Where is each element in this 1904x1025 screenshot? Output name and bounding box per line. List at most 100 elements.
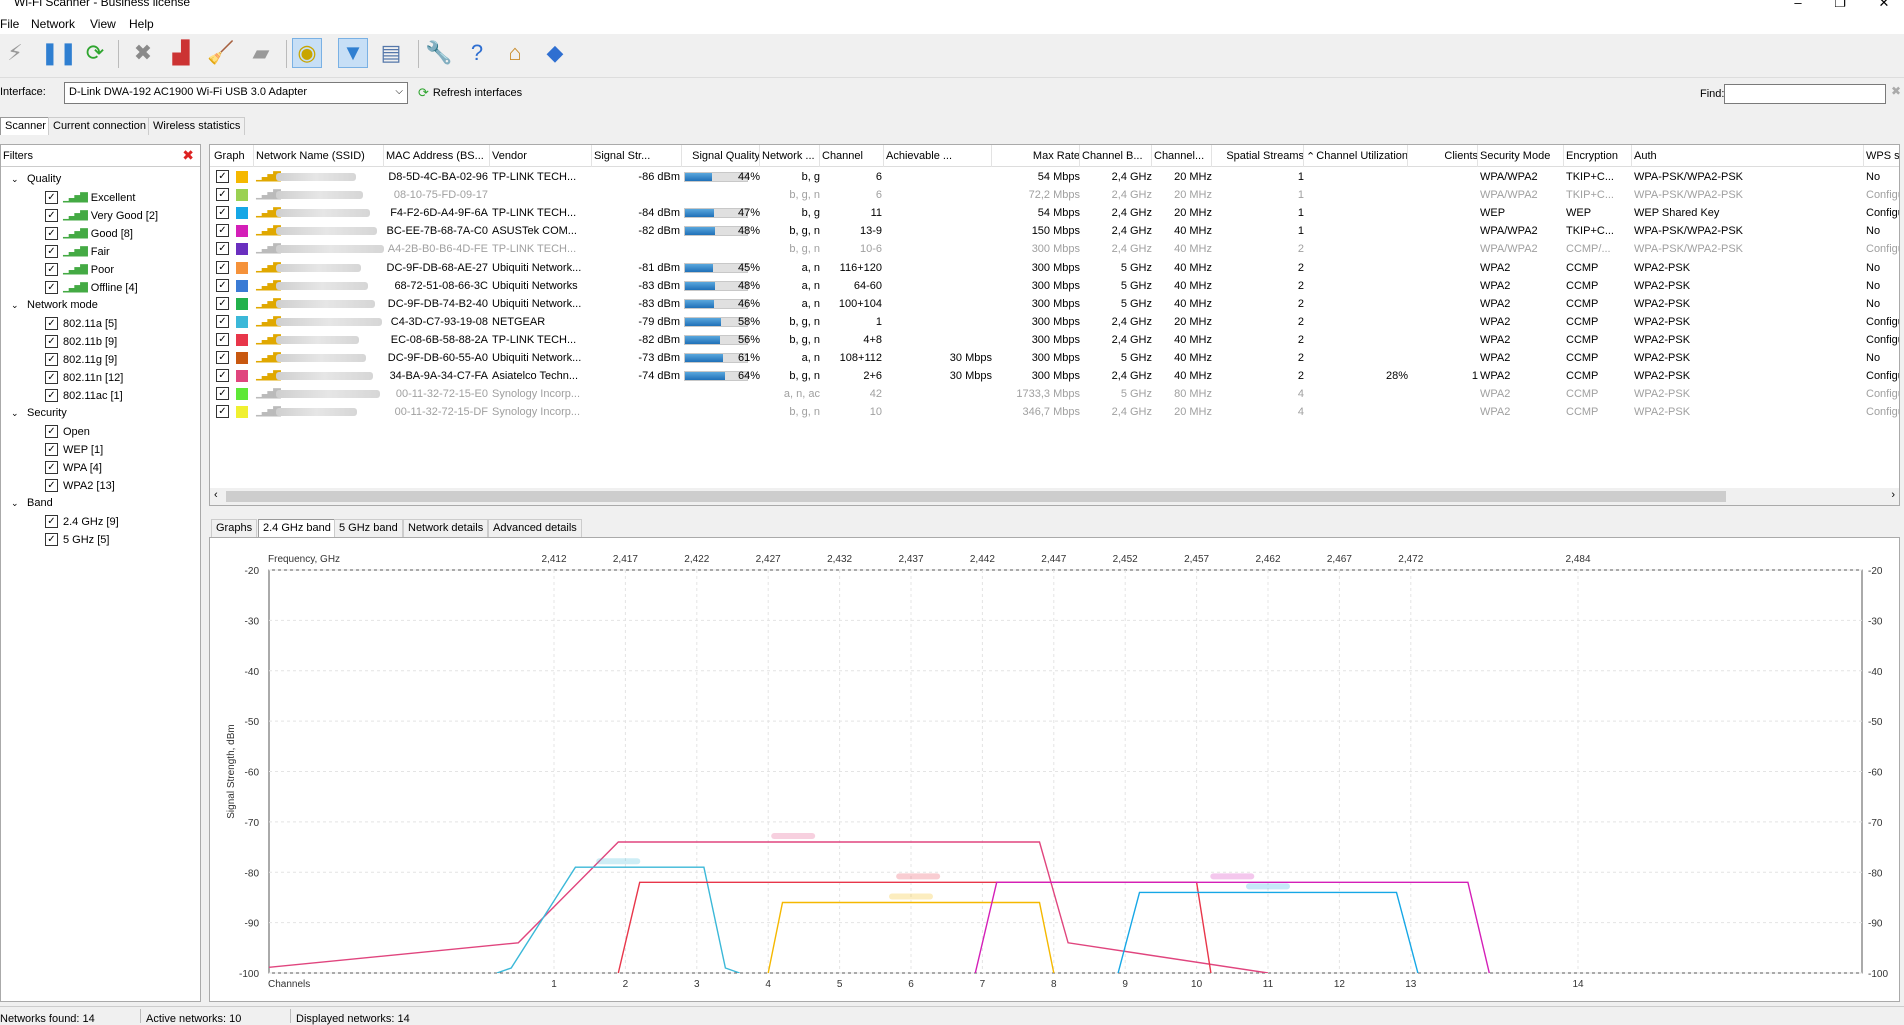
column-header[interactable]: Spatial Streams xyxy=(1226,150,1304,162)
remove-offline-button[interactable]: ▟ xyxy=(166,38,196,68)
column-header[interactable]: WPS s xyxy=(1866,150,1900,162)
maximize-button[interactable]: ❐ xyxy=(1834,0,1846,10)
checkbox-checked-icon[interactable]: ✓ xyxy=(45,389,58,402)
home-button[interactable]: ⌂ xyxy=(500,38,530,68)
table-row[interactable]: ✓ ▁▃▅▇ D8-5D-4C-BA-02-96 TP-LINK TECH... -86… xyxy=(210,168,1899,186)
collapse-icon[interactable]: ⌄ xyxy=(11,497,19,508)
column-header[interactable]: Network Name (SSID) xyxy=(256,150,365,162)
collapse-icon[interactable]: ⌄ xyxy=(11,299,19,310)
column-header[interactable]: Signal Str... xyxy=(594,150,651,162)
filter-group[interactable]: ⌄ Network mode xyxy=(11,299,98,311)
tab-network-details[interactable]: Network details xyxy=(403,519,489,537)
filter-item[interactable]: ✓ WPA [4] xyxy=(45,461,102,474)
column-header[interactable]: Signal Quality xyxy=(692,150,760,162)
checkbox-checked-icon[interactable]: ✓ xyxy=(45,281,58,294)
row-checkbox[interactable]: ✓ xyxy=(216,224,229,238)
checkbox-checked-icon[interactable]: ✓ xyxy=(45,425,58,438)
table-row[interactable]: ✓ ▁▃▅▇ BC-EE-7B-68-7A-C0 ASUSTek COM... -82 … xyxy=(210,222,1899,240)
column-header[interactable]: Vendor xyxy=(492,150,527,162)
row-checkbox[interactable]: ✓ xyxy=(216,314,229,328)
pause-button[interactable]: ❚❚ xyxy=(41,38,78,68)
table-row[interactable]: ✓ ▁▃▅▇ DC-9F-DB-60-55-A0 Ubiquiti Network..… xyxy=(210,349,1899,367)
menu-network[interactable]: Network xyxy=(31,17,76,31)
filter-group[interactable]: ⌄ Band xyxy=(11,497,53,509)
settings-button[interactable]: 🔧 xyxy=(424,38,454,68)
row-checkbox[interactable]: ✓ xyxy=(216,351,229,364)
table-row[interactable]: ✓ ▁▃▅▇ C4-3D-C7-93-19-08 NETGEAR -79 dBm b, g… xyxy=(210,313,1899,331)
refresh-button[interactable]: ⟳ xyxy=(80,38,110,68)
filter-item[interactable]: ✓ 802.11a [5] xyxy=(45,317,117,330)
row-checkbox[interactable]: ✓ xyxy=(216,332,229,346)
help-button[interactable]: ? xyxy=(462,38,492,68)
column-header[interactable]: Channel xyxy=(822,150,863,162)
filter-item[interactable]: ✓ 802.11n [12] xyxy=(45,371,123,384)
menu-view[interactable]: View xyxy=(90,17,116,31)
clean-button[interactable]: 🧹 xyxy=(206,38,236,68)
find-input[interactable] xyxy=(1724,84,1886,104)
table-row[interactable]: ✓ ▁▃▅▇ DC-9F-DB-68-AE-27 Ubiquiti Network..… xyxy=(210,259,1899,277)
table-row[interactable]: ✓ ▁▃▅▇ 68-72-51-08-66-3C Ubiquiti Networks -… xyxy=(210,277,1899,295)
checkbox-checked-icon[interactable]: ✓ xyxy=(45,371,58,384)
column-header[interactable]: Encryption xyxy=(1566,150,1618,162)
row-checkbox[interactable]: ✓ xyxy=(216,188,229,202)
filter-item[interactable]: ✓ ▁▃▅▇ Good [8] xyxy=(45,227,133,240)
filter-item[interactable]: ✓ 802.11b [9] xyxy=(45,335,117,348)
table-row[interactable]: ✓ ▁▃▅▇ EC-08-6B-58-88-2A TP-LINK TECH... -82… xyxy=(210,331,1899,349)
checkbox-checked-icon[interactable]: ✓ xyxy=(45,353,58,366)
table-row[interactable]: ✓ ▁▃▅▇ A4-2B-B0-B6-4D-FE TP-LINK TECH... b, … xyxy=(210,240,1899,258)
start-scan-button[interactable]: ⚡ xyxy=(0,38,30,68)
monitor-button[interactable]: ◉ xyxy=(292,38,322,68)
tab-5-ghz-band[interactable]: 5 GHz band xyxy=(334,519,403,537)
table-row[interactable]: ✓ ▁▃▅▇ 00-11-32-72-15-DF Synology Incorp...… xyxy=(210,403,1899,421)
interface-select[interactable]: D-Link DWA-192 AC1900 Wi-Fi USB 3.0 Adap… xyxy=(64,82,408,104)
export-button[interactable]: ▰ xyxy=(246,38,276,68)
filter-item[interactable]: ✓ 802.11g [9] xyxy=(45,353,117,366)
clear-icon[interactable]: ✖ xyxy=(1891,84,1902,98)
checkbox-checked-icon[interactable]: ✓ xyxy=(45,317,58,330)
column-header[interactable]: Network ... xyxy=(762,150,815,162)
row-checkbox[interactable]: ✓ xyxy=(216,206,229,220)
minimize-button[interactable]: – xyxy=(1794,0,1802,10)
column-header[interactable]: Graph xyxy=(214,150,245,162)
checkbox-checked-icon[interactable]: ✓ xyxy=(45,263,58,276)
scrollbar-thumb[interactable] xyxy=(226,491,1726,502)
table-row[interactable]: ✓ ▁▃▅▇ DC-9F-DB-74-B2-40 Ubiquiti Network..… xyxy=(210,295,1899,313)
menu-file[interactable]: File xyxy=(0,17,20,31)
filter-item[interactable]: ✓ WEP [1] xyxy=(45,443,103,456)
filter-item[interactable]: ✓ ▁▃▅▇ Very Good [2] xyxy=(45,209,158,222)
tab-scanner[interactable]: Scanner xyxy=(0,117,51,135)
filter-item[interactable]: ✓ 802.11ac [1] xyxy=(45,389,123,402)
scroll-right-icon[interactable]: › xyxy=(1891,489,1895,501)
filter-item[interactable]: ✓ 5 GHz [5] xyxy=(45,533,109,546)
collapse-icon[interactable]: ⌄ xyxy=(11,407,19,418)
row-checkbox[interactable]: ✓ xyxy=(216,170,229,183)
row-checkbox[interactable]: ✓ xyxy=(216,369,229,383)
checkbox-checked-icon[interactable]: ✓ xyxy=(45,443,58,456)
report-button[interactable]: ▤ xyxy=(376,38,406,68)
filter-item[interactable]: ✓ Open xyxy=(45,425,90,438)
filter-item[interactable]: ✓ 2.4 GHz [9] xyxy=(45,515,119,528)
column-header[interactable]: Channel B... xyxy=(1082,150,1143,162)
checkbox-checked-icon[interactable]: ✓ xyxy=(45,335,58,348)
checkbox-checked-icon[interactable]: ✓ xyxy=(45,209,58,222)
table-row[interactable]: ✓ ▁▃▅▇ 08-10-75-FD-09-17 b, g, n 6 72,2 Mbps 2… xyxy=(210,186,1899,204)
tab-current-connection[interactable]: Current connection xyxy=(48,117,151,135)
tab-wireless-statistics[interactable]: Wireless statistics xyxy=(148,117,246,135)
filter-item[interactable]: ✓ ▁▃▅▇ Poor xyxy=(45,263,114,276)
column-header[interactable]: Channel Utilization xyxy=(1316,150,1408,162)
filter-item[interactable]: ✓ ▁▃▅▇ Offline [4] xyxy=(45,281,138,294)
column-header[interactable]: Auth xyxy=(1634,150,1657,162)
checkbox-checked-icon[interactable]: ✓ xyxy=(45,461,58,474)
tab-graphs[interactable]: Graphs xyxy=(211,519,258,537)
column-header[interactable]: Channel... xyxy=(1154,150,1205,162)
table-row[interactable]: ✓ ▁▃▅▇ 34-BA-9A-34-C7-FA Asiatelco Techn...… xyxy=(210,367,1899,385)
table-row[interactable]: ✓ ▁▃▅▇ 00-11-32-72-15-E0 Synology Incorp...… xyxy=(210,385,1899,403)
column-header[interactable]: MAC Address (BS... xyxy=(386,150,484,162)
row-checkbox[interactable]: ✓ xyxy=(216,296,229,310)
filter-item[interactable]: ✓ ▁▃▅▇ Excellent xyxy=(45,191,135,204)
collapse-icon[interactable]: ⌄ xyxy=(11,173,19,184)
checkbox-checked-icon[interactable]: ✓ xyxy=(45,479,58,492)
row-checkbox[interactable]: ✓ xyxy=(216,405,229,419)
filter-item[interactable]: ✓ ▁▃▅▇ Fair xyxy=(45,245,110,258)
checkbox-checked-icon[interactable]: ✓ xyxy=(45,533,58,546)
